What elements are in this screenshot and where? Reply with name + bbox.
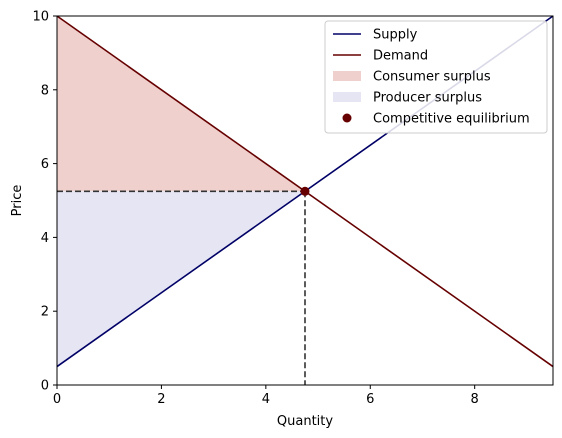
x-axis-label: Quantity	[277, 414, 333, 429]
y-axis-label: Price	[10, 185, 25, 217]
y-tick-label: 8	[41, 83, 49, 98]
legend-swatch-competitive-equilibrium	[342, 113, 352, 123]
x-tick-label: 6	[366, 392, 374, 407]
y-tick-label: 2	[41, 305, 49, 320]
equilibrium-guides	[57, 190, 306, 385]
equilibrium-points	[300, 186, 310, 196]
x-tick-label: 8	[471, 392, 479, 407]
y-tick-label: 10	[32, 10, 49, 25]
y-axis-ticks: 0 2 4 6 8 10	[32, 10, 57, 394]
x-tick-label: 4	[262, 392, 270, 407]
x-axis-ticks: 0 2 4 6 8	[53, 385, 479, 407]
plot-frame	[56, 15, 554, 386]
legend-swatch-consumer-surplus	[333, 71, 361, 81]
legend-label-demand: Demand	[373, 49, 428, 64]
legend-box	[324, 20, 548, 134]
legend: Supply Demand Consumer surplus Producer sur…	[324, 20, 548, 134]
legend-label-supply: Supply	[373, 28, 418, 43]
legend-label-producer-surplus: Producer surplus	[373, 91, 482, 106]
x-tick-label: 0	[53, 392, 61, 407]
competitive-equilibrium-point	[300, 186, 310, 196]
x-tick-label: 2	[157, 392, 165, 407]
legend-swatch-producer-surplus	[333, 92, 361, 102]
y-tick-label: 0	[41, 379, 49, 394]
legend-label-competitive-equilibrium: Competitive equilibrium	[373, 112, 530, 127]
y-tick-label: 4	[41, 231, 49, 246]
y-tick-label: 6	[41, 157, 49, 172]
legend-label-consumer-surplus: Consumer surplus	[373, 70, 491, 85]
